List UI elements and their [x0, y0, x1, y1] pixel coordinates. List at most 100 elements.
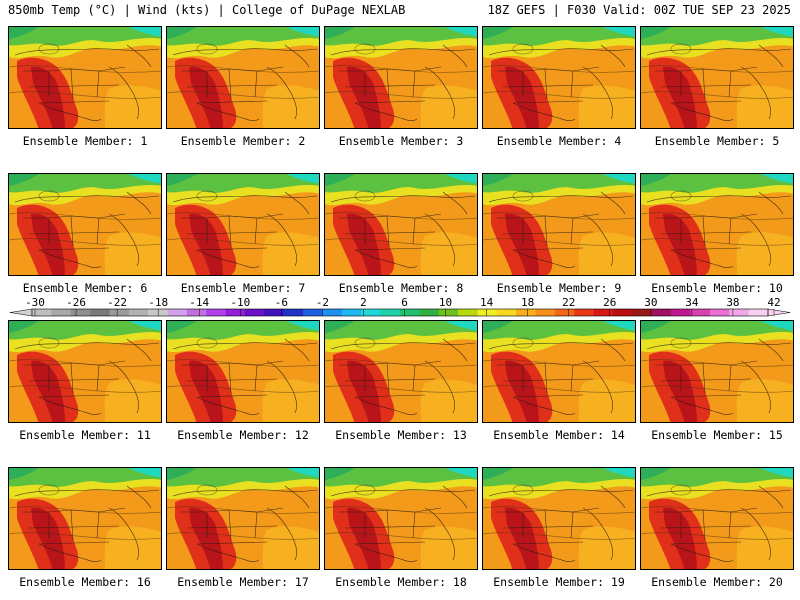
ensemble-member-label: Ensemble Member: 19 [493, 575, 625, 589]
ensemble-map-panel [324, 26, 478, 129]
colorbar-tick-label: 14 [480, 296, 494, 309]
colorbar-tick-label: -6 [275, 296, 288, 309]
colorbar-swatch [283, 309, 304, 316]
colorbar-tick-label: -10 [230, 296, 250, 309]
colorbar-swatch [225, 309, 246, 316]
ensemble-member-label: Ensemble Member: 16 [19, 575, 151, 589]
colorbar-tick-label: -18 [148, 296, 168, 309]
colorbar-swatch [709, 309, 730, 316]
colorbar-swatch [671, 309, 692, 316]
colorbar-swatch [574, 309, 595, 316]
ensemble-member-label: Ensemble Member: 3 [338, 134, 464, 148]
colorbar-swatch [419, 309, 440, 316]
colorbar-swatch [70, 309, 91, 316]
ensemble-member-label: Ensemble Member: 17 [177, 575, 309, 589]
ensemble-member-label: Ensemble Member: 4 [496, 134, 622, 148]
ensemble-map-panel [482, 26, 636, 129]
ensemble-map-panel [166, 173, 320, 276]
colorbar-swatch [496, 309, 517, 316]
colorbar-swatch [632, 309, 653, 316]
colorbar-tick-label: 42 [767, 296, 780, 309]
colorbar-tick-label: 38 [726, 296, 739, 309]
ensemble-map-panel [640, 173, 794, 276]
ensemble-member-label: Ensemble Member: 20 [651, 575, 783, 589]
colorbar-swatch [554, 309, 575, 316]
colorbar-swatch [380, 309, 401, 316]
colorbar-swatch [651, 309, 672, 316]
ensemble-member-label: Ensemble Member: 7 [180, 281, 306, 295]
colorbar-swatch [748, 309, 769, 316]
colorbar-low-arrow [10, 308, 33, 317]
ensemble-map-panel [482, 173, 636, 276]
colorbar-swatch [167, 309, 188, 316]
colorbar-swatch [128, 309, 149, 316]
ensemble-member-label: Ensemble Member: 15 [651, 428, 783, 442]
colorbar-swatch [90, 309, 110, 316]
ensemble-map-panel [8, 467, 162, 570]
colorbar-tick-label: -14 [189, 296, 209, 309]
colorbar-swatch [264, 309, 285, 316]
ensemble-member-label: Ensemble Member: 14 [493, 428, 625, 442]
ensemble-map-panel [324, 173, 478, 276]
ensemble-map-panel [640, 320, 794, 423]
ensemble-member-label: Ensemble Member: 18 [335, 575, 467, 589]
ensemble-member-label: Ensemble Member: 5 [654, 134, 780, 148]
colorbar-swatch [32, 309, 52, 316]
colorbar-tick-label: -22 [107, 296, 127, 309]
temperature-colorbar: -30 -26 -22 -18 -14 -10 -6 -2 2 6 10 14 18 22 26 30 34 38… [10, 296, 790, 317]
ensemble-map-panel [482, 320, 636, 423]
colorbar-swatch [516, 309, 537, 316]
ensemble-map-panel [166, 467, 320, 570]
colorbar-tick-label: 18 [521, 296, 534, 309]
colorbar-tick-label: 2 [360, 296, 367, 309]
ensemble-map-panel [8, 173, 162, 276]
colorbar-swatch [535, 309, 556, 316]
ensemble-member-label: Ensemble Member: 11 [19, 428, 151, 442]
colorbar-swatch [322, 309, 343, 316]
colorbar-swatch [458, 309, 478, 316]
ensemble-map-panel [8, 26, 162, 129]
colorbar-tick-label: 26 [603, 296, 616, 309]
colorbar-swatch [361, 309, 382, 316]
ensemble-member-label: Ensemble Member: 10 [651, 281, 783, 295]
colorbar-tick-label: -2 [316, 296, 329, 309]
colorbar-swatch [206, 309, 227, 316]
colorbar-tick-label: 10 [439, 296, 452, 309]
ensemble-member-label: Ensemble Member: 9 [496, 281, 622, 295]
colorbar-swatch [613, 309, 633, 316]
colorbar-swatch [245, 309, 265, 316]
ensemble-member-label: Ensemble Member: 12 [177, 428, 309, 442]
ensemble-member-label: Ensemble Member: 13 [335, 428, 467, 442]
ensemble-map-panel [166, 26, 320, 129]
colorbar-swatch [109, 309, 130, 316]
colorbar-tick-label: -26 [66, 296, 86, 309]
ensemble-map-panel [640, 467, 794, 570]
run-valid-time: 18Z GEFS | F030 Valid: 00Z TUE SEP 23 20… [487, 3, 791, 17]
ensemble-map-panel [166, 320, 320, 423]
colorbar-swatch [341, 309, 362, 316]
ensemble-map-panel [640, 26, 794, 129]
colorbar-swatch [593, 309, 614, 316]
colorbar-swatch [400, 309, 420, 316]
colorbar-high-arrow [767, 308, 790, 317]
colorbar-swatch [729, 309, 750, 316]
ensemble-member-label: Ensemble Member: 6 [22, 281, 148, 295]
ensemble-member-label: Ensemble Member: 2 [180, 134, 306, 148]
colorbar-tick-label: -30 [25, 296, 45, 309]
colorbar-swatch [438, 309, 459, 316]
colorbar-swatch [186, 309, 207, 316]
colorbar-tick-label: 6 [401, 296, 408, 309]
ensemble-map-panel [324, 320, 478, 423]
colorbar-swatch [690, 309, 711, 316]
map-title: 850mb Temp (°C) | Wind (kts) | College o… [8, 3, 406, 17]
colorbar-swatch [477, 309, 498, 316]
colorbar-tick-label: 34 [685, 296, 699, 309]
colorbar-swatch [51, 309, 72, 316]
ensemble-map-panel [482, 467, 636, 570]
colorbar-swatch [303, 309, 324, 316]
ensemble-member-label: Ensemble Member: 1 [22, 134, 148, 148]
colorbar-tick-label: 30 [644, 296, 657, 309]
colorbar-tick-label: 22 [562, 296, 575, 309]
ensemble-map-panel [324, 467, 478, 570]
ensemble-member-label: Ensemble Member: 8 [338, 281, 464, 295]
